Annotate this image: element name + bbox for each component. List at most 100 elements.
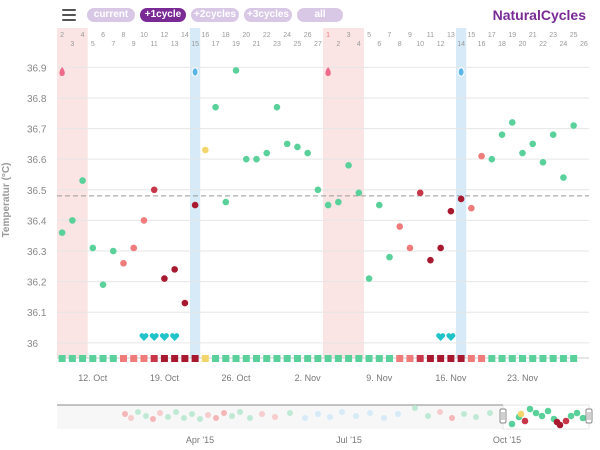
hamburger-menu-icon[interactable] bbox=[62, 9, 76, 21]
temperature-point[interactable] bbox=[447, 207, 455, 215]
day-status-square[interactable] bbox=[345, 355, 353, 362]
temperature-point[interactable] bbox=[99, 281, 107, 288]
temperature-point[interactable] bbox=[212, 103, 219, 111]
day-status-square[interactable] bbox=[467, 355, 475, 362]
day-status-square[interactable] bbox=[406, 355, 414, 362]
day-status-square[interactable] bbox=[58, 355, 66, 362]
day-status-square[interactable] bbox=[375, 355, 383, 362]
temperature-point[interactable] bbox=[375, 201, 383, 209]
day-status-square[interactable] bbox=[386, 355, 393, 362]
day-status-square[interactable] bbox=[181, 355, 189, 362]
temperature-point[interactable] bbox=[109, 247, 117, 255]
day-status-square[interactable] bbox=[68, 355, 76, 362]
temperature-point[interactable] bbox=[488, 155, 496, 163]
day-status-square[interactable] bbox=[120, 355, 127, 362]
day-status-square[interactable] bbox=[150, 355, 158, 362]
day-status-square[interactable] bbox=[293, 355, 301, 362]
day-status-square[interactable] bbox=[79, 355, 87, 362]
temperature-point[interactable] bbox=[181, 299, 189, 307]
temperature-point[interactable] bbox=[386, 253, 393, 261]
temperature-point[interactable] bbox=[345, 162, 352, 169]
temperature-point[interactable] bbox=[273, 103, 281, 111]
day-status-square[interactable] bbox=[549, 355, 557, 362]
temperature-point[interactable] bbox=[191, 201, 199, 209]
temperature-point[interactable] bbox=[539, 158, 547, 166]
temperature-point[interactable] bbox=[232, 67, 240, 74]
day-status-square[interactable] bbox=[559, 355, 567, 362]
temperature-point[interactable] bbox=[120, 259, 127, 267]
day-status-square[interactable] bbox=[171, 355, 179, 362]
navigator-right-handle[interactable] bbox=[585, 408, 593, 424]
temperature-point[interactable] bbox=[549, 131, 557, 138]
temperature-point[interactable] bbox=[314, 186, 322, 194]
temperature-point[interactable] bbox=[150, 186, 158, 194]
day-status-square[interactable] bbox=[160, 355, 168, 362]
day-status-square[interactable] bbox=[140, 355, 148, 362]
range-button-plus-2-cycles[interactable]: +2cycles bbox=[191, 8, 239, 22]
day-status-square[interactable] bbox=[334, 355, 342, 362]
temperature-point[interactable] bbox=[79, 177, 86, 184]
day-status-square[interactable] bbox=[416, 355, 424, 362]
day-status-square[interactable] bbox=[508, 355, 516, 362]
temperature-point[interactable] bbox=[498, 131, 506, 138]
day-status-square[interactable] bbox=[324, 355, 332, 362]
day-status-square[interactable] bbox=[304, 355, 312, 362]
day-status-square[interactable] bbox=[447, 355, 455, 362]
day-status-square[interactable] bbox=[314, 355, 322, 362]
day-status-square[interactable] bbox=[109, 355, 117, 362]
temperature-point[interactable] bbox=[427, 256, 434, 264]
day-status-square[interactable] bbox=[222, 355, 230, 362]
temperature-point[interactable] bbox=[294, 143, 301, 151]
range-button-all[interactable]: all bbox=[297, 8, 343, 22]
range-button-plus-1-cycle[interactable]: +1cycle bbox=[140, 8, 186, 22]
day-status-square[interactable] bbox=[457, 355, 465, 362]
day-status-square[interactable] bbox=[355, 355, 363, 362]
temperature-point[interactable] bbox=[202, 146, 209, 154]
temperature-point[interactable] bbox=[69, 217, 76, 224]
temperature-point[interactable] bbox=[283, 140, 291, 148]
day-status-square[interactable] bbox=[89, 355, 97, 362]
temperature-point[interactable] bbox=[263, 149, 271, 157]
temperature-point[interactable] bbox=[365, 275, 373, 282]
temperature-point[interactable] bbox=[529, 140, 537, 148]
temperature-point[interactable] bbox=[89, 244, 97, 252]
day-status-square[interactable] bbox=[519, 355, 526, 362]
temperature-point[interactable] bbox=[457, 195, 465, 203]
day-status-square[interactable] bbox=[426, 355, 434, 362]
range-button-current[interactable]: current bbox=[87, 8, 135, 22]
temperature-point[interactable] bbox=[242, 155, 250, 163]
day-status-square[interactable] bbox=[437, 355, 445, 362]
day-status-square[interactable] bbox=[488, 355, 496, 362]
temperature-point[interactable] bbox=[508, 119, 516, 126]
day-status-square[interactable] bbox=[396, 355, 404, 362]
temperature-point[interactable] bbox=[519, 149, 526, 157]
day-status-square[interactable] bbox=[365, 355, 373, 362]
day-status-square[interactable] bbox=[130, 355, 138, 362]
day-status-square[interactable] bbox=[498, 355, 506, 362]
temperature-point[interactable] bbox=[570, 122, 577, 129]
temperature-point[interactable] bbox=[253, 155, 260, 163]
temperature-point[interactable] bbox=[304, 149, 311, 157]
temperature-point[interactable] bbox=[478, 152, 485, 160]
day-status-square[interactable] bbox=[529, 355, 537, 362]
temperature-point[interactable] bbox=[335, 198, 342, 206]
temperature-point[interactable] bbox=[161, 275, 168, 282]
temperature-point[interactable] bbox=[406, 244, 414, 252]
temperature-point[interactable] bbox=[355, 189, 363, 197]
day-status-square[interactable] bbox=[99, 355, 107, 362]
day-status-square[interactable] bbox=[570, 355, 578, 362]
temperature-point[interactable] bbox=[140, 217, 148, 224]
day-status-square[interactable] bbox=[263, 355, 271, 362]
day-status-square[interactable] bbox=[201, 355, 209, 362]
day-status-square[interactable] bbox=[242, 355, 250, 362]
temperature-point[interactable] bbox=[130, 244, 138, 252]
day-status-square[interactable] bbox=[191, 355, 199, 362]
temperature-point[interactable] bbox=[468, 204, 475, 212]
day-status-square[interactable] bbox=[478, 355, 486, 362]
range-button-plus-3-cycles[interactable]: +3cycles bbox=[244, 8, 292, 22]
temperature-point[interactable] bbox=[437, 244, 444, 252]
day-status-square[interactable] bbox=[273, 355, 281, 362]
day-status-square[interactable] bbox=[539, 355, 547, 362]
temperature-point[interactable] bbox=[396, 223, 404, 230]
temperature-point[interactable] bbox=[58, 229, 66, 236]
